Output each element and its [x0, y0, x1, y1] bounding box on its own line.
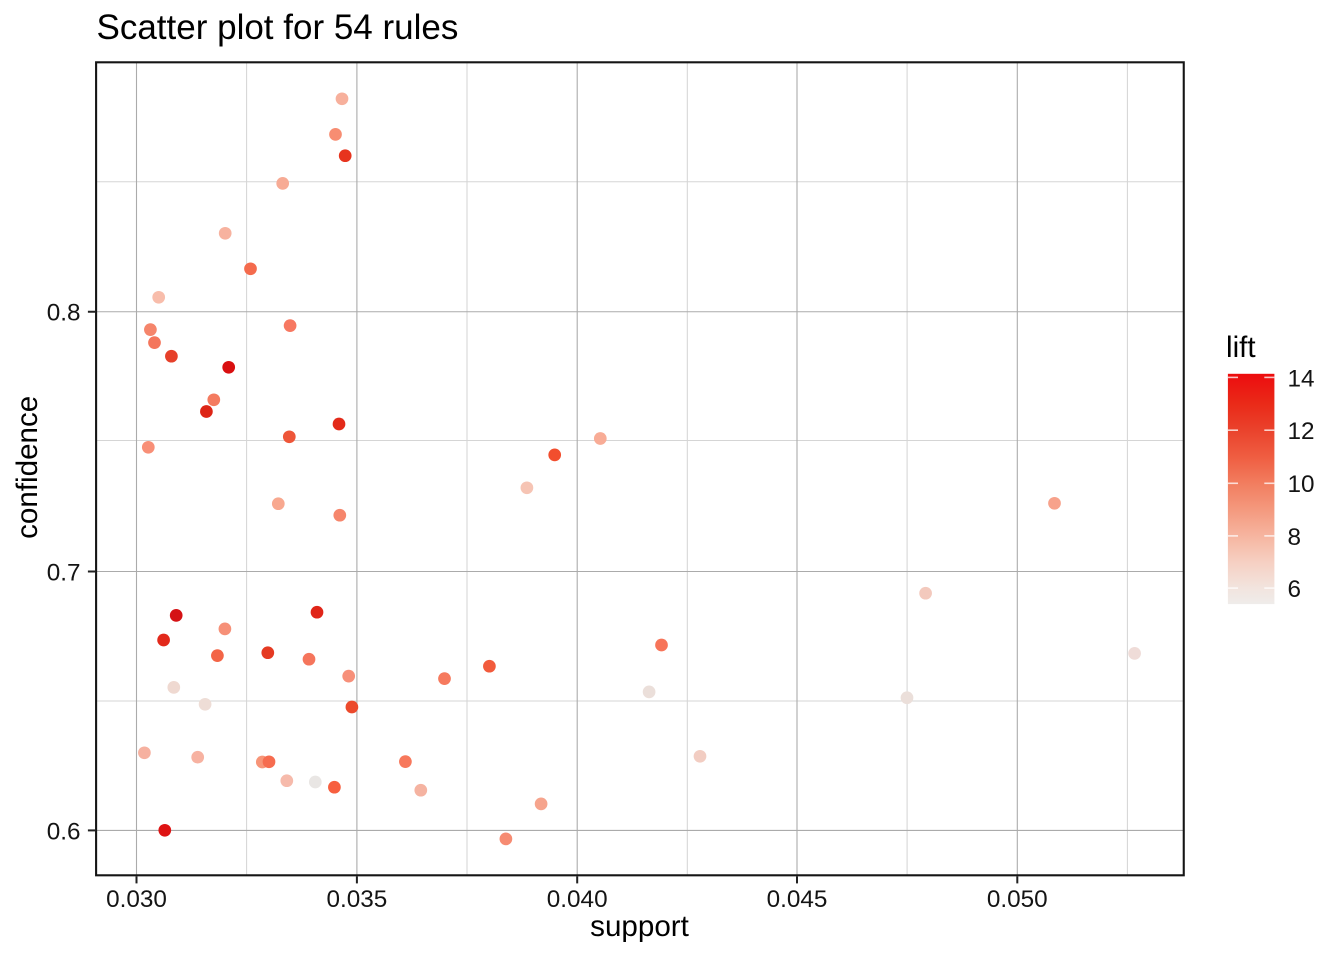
svg-text:0.7: 0.7: [47, 559, 81, 586]
svg-text:support: support: [590, 910, 689, 943]
svg-text:0.035: 0.035: [326, 886, 387, 913]
svg-text:0.040: 0.040: [547, 886, 608, 913]
svg-text:0.045: 0.045: [767, 886, 828, 913]
svg-text:lift: lift: [1226, 331, 1256, 364]
svg-text:10: 10: [1288, 471, 1315, 498]
svg-text:12: 12: [1288, 418, 1315, 445]
svg-text:8: 8: [1288, 524, 1302, 551]
svg-text:0.8: 0.8: [47, 300, 81, 327]
svg-text:Scatter plot for 54 rules: Scatter plot for 54 rules: [97, 8, 459, 47]
svg-text:0.030: 0.030: [106, 886, 167, 913]
svg-text:6: 6: [1288, 576, 1302, 603]
svg-text:14: 14: [1288, 365, 1315, 392]
svg-text:confidence: confidence: [11, 396, 44, 539]
svg-text:0.050: 0.050: [987, 886, 1048, 913]
svg-text:0.6: 0.6: [47, 818, 81, 845]
